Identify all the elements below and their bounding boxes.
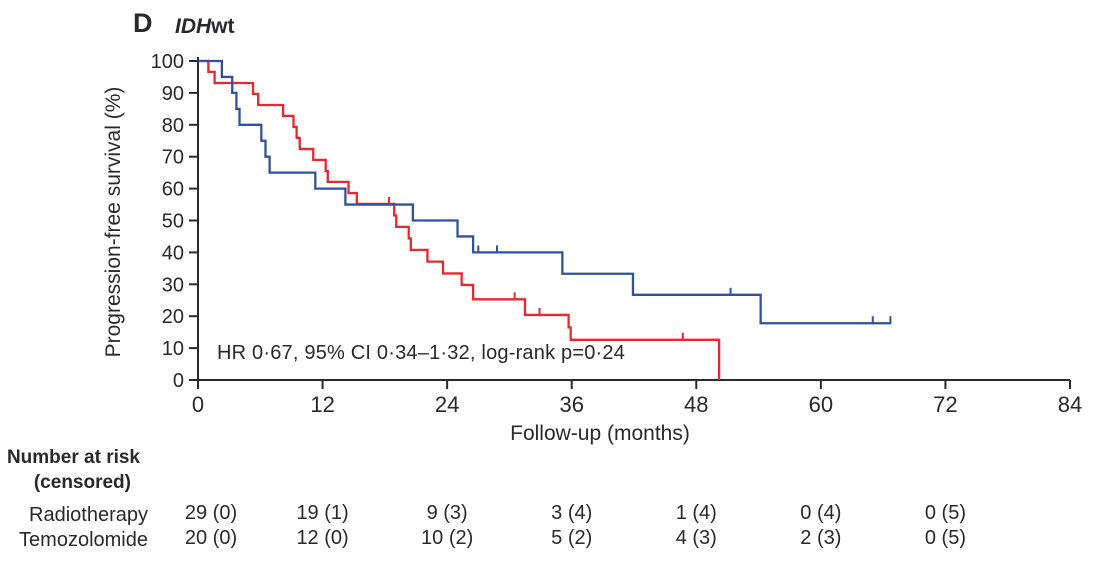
- risk-cell-radiotherapy-72: 0 (5): [925, 502, 966, 524]
- x-tick-label: 12: [310, 392, 334, 417]
- risk-row-label-radiotherapy: Radiotherapy: [29, 504, 148, 526]
- x-tick-label: 36: [559, 392, 583, 417]
- radiotherapy-km-curve: [198, 59, 721, 380]
- panel-title-suffix: wt: [211, 15, 235, 38]
- risk-cell-radiotherapy-36: 3 (4): [551, 502, 592, 524]
- risk-cell-temozolomide-48: 4 (3): [676, 527, 717, 549]
- x-axis-title: Follow-up (months): [510, 422, 690, 445]
- risk-cell-temozolomide-0: 20 (0): [185, 527, 237, 549]
- y-axis-title: Progression-free survival (%): [102, 86, 125, 358]
- y-tick-label: 80: [162, 115, 184, 137]
- x-tick-label: 0: [192, 392, 204, 417]
- x-tick-label: 84: [1058, 392, 1082, 417]
- risk-cell-temozolomide-24: 10 (2): [421, 527, 473, 549]
- risk-row-label-temozolomide: Temozolomide: [19, 529, 148, 551]
- y-tick-label: 40: [162, 242, 184, 264]
- temozolomide-km-curve: [198, 59, 891, 325]
- y-tick-label: 100: [151, 51, 184, 73]
- risk-cell-radiotherapy-0: 29 (0): [185, 502, 237, 524]
- risk-cell-radiotherapy-12: 19 (1): [296, 502, 348, 524]
- x-tick-label: 48: [684, 392, 708, 417]
- y-tick-label: 60: [162, 179, 184, 201]
- risk-cell-temozolomide-12: 12 (0): [296, 527, 348, 549]
- panel-letter: D: [133, 8, 153, 38]
- y-tick-label: 50: [162, 211, 184, 233]
- risk-cell-radiotherapy-48: 1 (4): [676, 502, 717, 524]
- risk-cell-temozolomide-60: 2 (3): [800, 527, 841, 549]
- risk-cell-temozolomide-72: 0 (5): [925, 527, 966, 549]
- y-tick-label: 90: [162, 83, 184, 105]
- panel-title-gene: IDH: [175, 15, 212, 38]
- risk-table-header: Number at risk: [6, 447, 140, 468]
- risk-cell-radiotherapy-60: 0 (4): [800, 502, 841, 524]
- risk-cell-temozolomide-36: 5 (2): [551, 527, 592, 549]
- y-tick-label: 10: [162, 338, 184, 360]
- panel-title: IDHwt: [175, 15, 235, 39]
- risk-table-header-censored: (censored): [33, 472, 131, 493]
- y-tick-label: 70: [162, 147, 184, 169]
- y-tick-label: 20: [162, 306, 184, 328]
- y-tick-label: 0: [173, 370, 184, 392]
- x-tick-label: 24: [435, 392, 459, 417]
- x-tick-label: 72: [933, 392, 957, 417]
- y-tick-label: 30: [162, 274, 184, 296]
- x-tick-label: 60: [809, 392, 833, 417]
- risk-cell-radiotherapy-24: 9 (3): [427, 502, 468, 524]
- hr-annotation: HR 0·67, 95% CI 0·34–1·32, log-rank p=0·…: [217, 342, 626, 364]
